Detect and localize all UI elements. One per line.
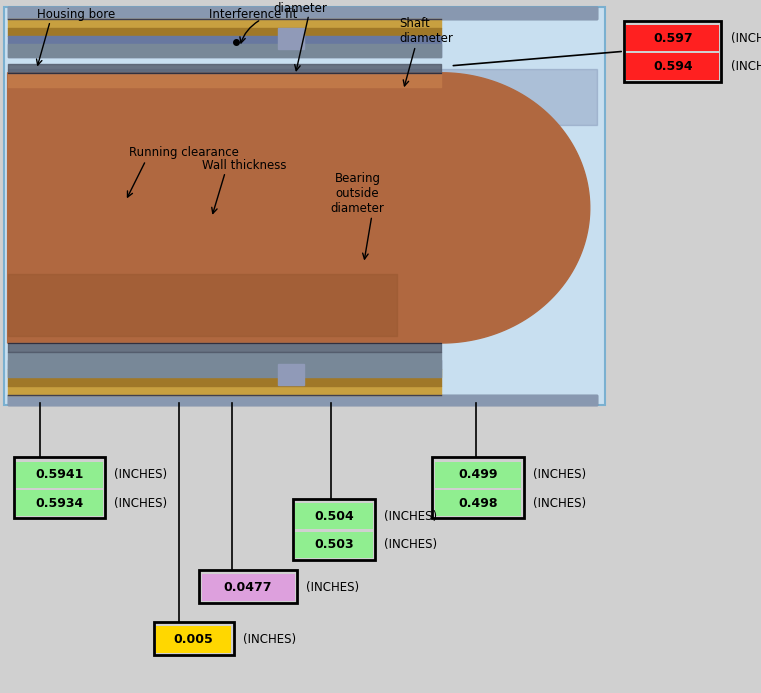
Text: Bearing
inside
diameter: Bearing inside diameter: [274, 0, 327, 15]
Bar: [432, 457, 524, 518]
Bar: [16, 462, 103, 488]
Text: 0.5941: 0.5941: [35, 468, 84, 481]
Text: (INCHES): (INCHES): [384, 510, 438, 523]
Text: 0.597: 0.597: [653, 32, 693, 44]
Text: (INCHES): (INCHES): [731, 60, 761, 73]
Polygon shape: [8, 73, 590, 343]
Text: 0.498: 0.498: [458, 497, 498, 509]
Text: (INCHES): (INCHES): [243, 633, 296, 646]
Bar: [14, 457, 105, 518]
Text: (INCHES): (INCHES): [306, 581, 359, 594]
Text: Housing bore: Housing bore: [37, 8, 115, 21]
Bar: [624, 21, 721, 82]
Text: (INCHES): (INCHES): [731, 32, 761, 44]
Bar: [16, 490, 103, 516]
Bar: [199, 570, 297, 603]
Bar: [202, 574, 295, 601]
Bar: [626, 25, 719, 51]
Text: 0.499: 0.499: [458, 468, 498, 481]
Text: 0.504: 0.504: [314, 510, 354, 523]
Text: 0.594: 0.594: [653, 60, 693, 73]
Bar: [293, 499, 375, 560]
Bar: [435, 462, 521, 488]
Bar: [4, 7, 605, 405]
Text: 0.503: 0.503: [314, 538, 354, 551]
Text: Running clearance: Running clearance: [129, 146, 239, 159]
Text: Interference fit: Interference fit: [209, 8, 298, 21]
Text: (INCHES): (INCHES): [533, 468, 586, 481]
Text: (INCHES): (INCHES): [384, 538, 438, 551]
Bar: [626, 53, 719, 80]
Text: Shaft
diameter: Shaft diameter: [400, 17, 454, 45]
Text: (INCHES): (INCHES): [114, 497, 167, 509]
Bar: [154, 622, 234, 655]
Polygon shape: [278, 364, 304, 385]
Polygon shape: [8, 395, 597, 405]
Text: Bearing
outside
diameter: Bearing outside diameter: [331, 172, 384, 215]
Bar: [435, 490, 521, 516]
Text: (INCHES): (INCHES): [533, 497, 586, 509]
Polygon shape: [8, 7, 597, 19]
Bar: [295, 503, 373, 529]
Text: 0.005: 0.005: [174, 633, 214, 646]
Text: Wall thickness: Wall thickness: [202, 159, 286, 172]
Bar: [295, 532, 373, 558]
Polygon shape: [278, 28, 304, 49]
Text: 0.5934: 0.5934: [35, 497, 84, 509]
Text: 0.0477: 0.0477: [224, 581, 272, 594]
Text: (INCHES): (INCHES): [114, 468, 167, 481]
Bar: [156, 626, 231, 653]
